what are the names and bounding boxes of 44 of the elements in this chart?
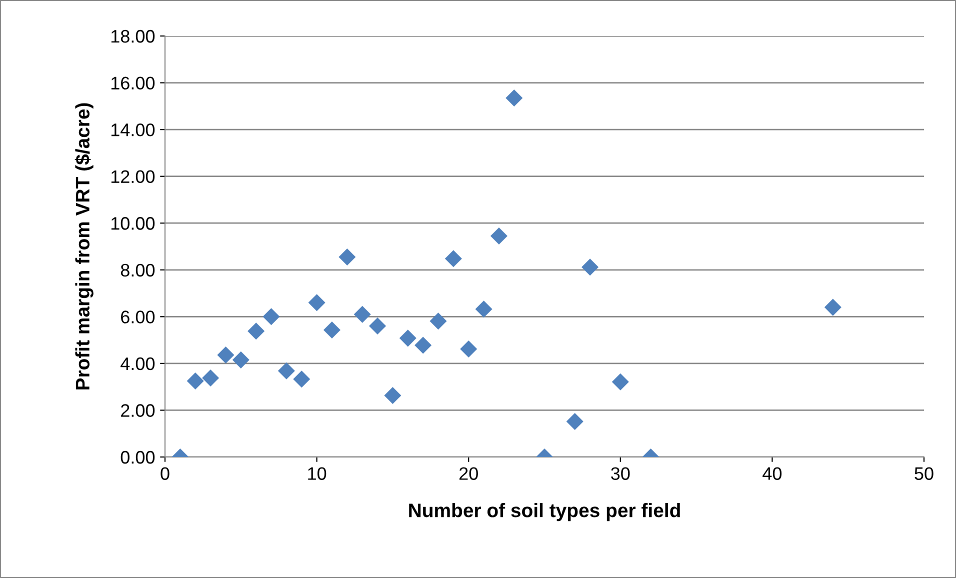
y-tick-label: 18.00 [111,30,155,43]
point [475,300,492,318]
x-tick-label: 10 [308,467,326,480]
point [824,298,842,316]
y-tick-label: 16.00 [111,76,155,90]
y-tick-label: 6.00 [121,310,155,324]
point [506,89,523,106]
y-tick-label: 0.00 [120,450,155,464]
point [308,294,326,312]
point [323,321,340,339]
y-axis-title: Profit margin from VRT ($/acre) [74,103,94,390]
x-tick-label: 40 [762,467,782,480]
y-tick-label: 14.00 [111,123,155,136]
point [232,351,250,368]
point [338,248,356,266]
point [186,372,204,390]
point [612,373,629,390]
y-tick-label: 10.00 [111,217,155,230]
x-tick-label: 20 [459,467,478,480]
x-tick-label: 30 [611,467,630,480]
point [430,312,447,330]
point [414,336,432,354]
point [444,250,462,268]
y-tick-label: 2.00 [121,404,155,417]
point [354,306,371,323]
point [202,369,220,386]
point [582,258,599,276]
point [460,340,478,358]
x-axis-title: Number of soil types per field [409,503,680,522]
point [278,362,295,380]
point [217,346,234,364]
point [384,386,402,404]
point [369,318,386,335]
point [399,330,416,347]
point [293,370,310,388]
y-tick-label: 8.00 [120,264,155,277]
x-tick-label: 0 [160,467,170,480]
y-tick-label: 12.00 [111,170,155,184]
point [566,412,584,430]
point [262,308,280,326]
point [490,227,508,244]
y-tick-label: 4.00 [120,357,155,370]
x-tick-label: 50 [914,467,934,480]
point [248,322,265,340]
